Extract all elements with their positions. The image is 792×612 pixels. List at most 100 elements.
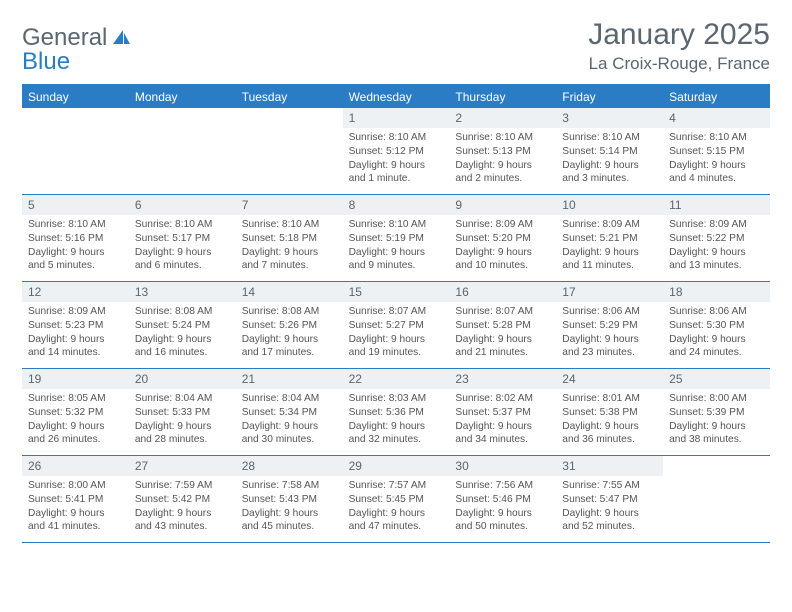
calendar-cell: 20Sunrise: 8:04 AMSunset: 5:33 PMDayligh… xyxy=(129,369,236,455)
calendar-cell: 5Sunrise: 8:10 AMSunset: 5:16 PMDaylight… xyxy=(22,195,129,281)
day-number: 19 xyxy=(22,369,129,389)
sunset-text: Sunset: 5:23 PM xyxy=(28,319,123,333)
calendar-cell xyxy=(22,108,129,194)
calendar-cell: 13Sunrise: 8:08 AMSunset: 5:24 PMDayligh… xyxy=(129,282,236,368)
sunset-text: Sunset: 5:41 PM xyxy=(28,493,123,507)
calendar-cell: 17Sunrise: 8:06 AMSunset: 5:29 PMDayligh… xyxy=(556,282,663,368)
week-row: 26 Sunrise: 8:00 AMSunset: 5:41 PMDayligh… xyxy=(22,456,770,543)
daylight-text: Daylight: 9 hours and 11 minutes. xyxy=(562,246,657,274)
sunset-text: Sunset: 5:29 PM xyxy=(562,319,657,333)
daylight-text: Daylight: 9 hours and 30 minutes. xyxy=(242,420,337,448)
sunset-text: Sunset: 5:19 PM xyxy=(349,232,444,246)
calendar-cell: 21Sunrise: 8:04 AMSunset: 5:34 PMDayligh… xyxy=(236,369,343,455)
daylight-text: Daylight: 9 hours and 9 minutes. xyxy=(349,246,444,274)
sunrise-text: Sunrise: 8:00 AM xyxy=(28,479,123,493)
day-number: 16 xyxy=(449,282,556,302)
daylight-text: Daylight: 9 hours and 3 minutes. xyxy=(562,159,657,187)
day-number: 1 xyxy=(343,108,450,128)
logo: General xyxy=(22,18,133,52)
daylight-text: Daylight: 9 hours and 41 minutes. xyxy=(28,507,123,535)
calendar-cell: 8Sunrise: 8:10 AMSunset: 5:19 PMDaylight… xyxy=(343,195,450,281)
sunset-text: Sunset: 5:30 PM xyxy=(669,319,764,333)
day-number: 10 xyxy=(556,195,663,215)
day-details: Sunrise: 8:10 AMSunset: 5:16 PMDaylight:… xyxy=(22,215,129,277)
day-details: Sunrise: 8:01 AMSunset: 5:38 PMDaylight:… xyxy=(556,389,663,451)
day-number: 22 xyxy=(343,369,450,389)
sunrise-text: Sunrise: 8:04 AM xyxy=(242,392,337,406)
day-number: 4 xyxy=(663,108,770,128)
day-number: 15 xyxy=(343,282,450,302)
week-row: 12Sunrise: 8:09 AMSunset: 5:23 PMDayligh… xyxy=(22,282,770,369)
calendar-cell: 11Sunrise: 8:09 AMSunset: 5:22 PMDayligh… xyxy=(663,195,770,281)
sunrise-text: Sunrise: 8:10 AM xyxy=(135,218,230,232)
daylight-text: Daylight: 9 hours and 4 minutes. xyxy=(669,159,764,187)
day-number: 20 xyxy=(129,369,236,389)
day-number: 26 xyxy=(22,456,129,476)
calendar-cell xyxy=(236,108,343,194)
sunset-text: Sunset: 5:22 PM xyxy=(669,232,764,246)
day-header-sat: Saturday xyxy=(663,86,770,108)
sunrise-text: Sunrise: 8:02 AM xyxy=(455,392,550,406)
daylight-text: Daylight: 9 hours and 21 minutes. xyxy=(455,333,550,361)
day-header-thu: Thursday xyxy=(449,86,556,108)
calendar-cell: 27Sunrise: 7:59 AMSunset: 5:42 PMDayligh… xyxy=(129,456,236,542)
sunset-text: Sunset: 5:36 PM xyxy=(349,406,444,420)
day-details: Sunrise: 8:06 AMSunset: 5:30 PMDaylight:… xyxy=(663,302,770,364)
day-details: Sunrise: 8:07 AMSunset: 5:28 PMDaylight:… xyxy=(449,302,556,364)
daylight-text: Daylight: 9 hours and 7 minutes. xyxy=(242,246,337,274)
calendar-cell: 25Sunrise: 8:00 AMSunset: 5:39 PMDayligh… xyxy=(663,369,770,455)
day-details: Sunrise: 8:10 AMSunset: 5:17 PMDaylight:… xyxy=(129,215,236,277)
sunset-text: Sunset: 5:45 PM xyxy=(349,493,444,507)
sunrise-text: Sunrise: 8:09 AM xyxy=(562,218,657,232)
calendar-cell: 23Sunrise: 8:02 AMSunset: 5:37 PMDayligh… xyxy=(449,369,556,455)
daylight-text: Daylight: 9 hours and 2 minutes. xyxy=(455,159,550,187)
daylight-text: Daylight: 9 hours and 34 minutes. xyxy=(455,420,550,448)
day-details: Sunrise: 8:10 AMSunset: 5:13 PMDaylight:… xyxy=(449,128,556,190)
logo-text-blue: Blue xyxy=(22,48,70,76)
daylight-text: Daylight: 9 hours and 38 minutes. xyxy=(669,420,764,448)
calendar-cell: 15Sunrise: 8:07 AMSunset: 5:27 PMDayligh… xyxy=(343,282,450,368)
day-number: 25 xyxy=(663,369,770,389)
daylight-text: Daylight: 9 hours and 36 minutes. xyxy=(562,420,657,448)
calendar-cell: 3Sunrise: 8:10 AMSunset: 5:14 PMDaylight… xyxy=(556,108,663,194)
day-number: 18 xyxy=(663,282,770,302)
sunrise-text: Sunrise: 8:06 AM xyxy=(669,305,764,319)
sunrise-text: Sunrise: 8:01 AM xyxy=(562,392,657,406)
sunset-text: Sunset: 5:20 PM xyxy=(455,232,550,246)
calendar-cell: 26 Sunrise: 8:00 AMSunset: 5:41 PMDayligh… xyxy=(22,456,129,542)
calendar-cell: 14Sunrise: 8:08 AMSunset: 5:26 PMDayligh… xyxy=(236,282,343,368)
sunset-text: Sunset: 5:34 PM xyxy=(242,406,337,420)
sunrise-text: Sunrise: 8:10 AM xyxy=(455,131,550,145)
day-number xyxy=(663,456,770,476)
sunset-text: Sunset: 5:21 PM xyxy=(562,232,657,246)
day-number: 12 xyxy=(22,282,129,302)
sunrise-text: Sunrise: 7:56 AM xyxy=(455,479,550,493)
calendar-cell: 28Sunrise: 7:58 AMSunset: 5:43 PMDayligh… xyxy=(236,456,343,542)
day-number xyxy=(129,108,236,128)
day-number: 2 xyxy=(449,108,556,128)
day-number: 29 xyxy=(343,456,450,476)
day-details: Sunrise: 7:59 AMSunset: 5:42 PMDaylight:… xyxy=(129,476,236,538)
sunrise-text: Sunrise: 8:07 AM xyxy=(349,305,444,319)
sunset-text: Sunset: 5:14 PM xyxy=(562,145,657,159)
day-number xyxy=(22,108,129,128)
sunset-text: Sunset: 5:16 PM xyxy=(28,232,123,246)
sunset-text: Sunset: 5:46 PM xyxy=(455,493,550,507)
calendar-cell: 18Sunrise: 8:06 AMSunset: 5:30 PMDayligh… xyxy=(663,282,770,368)
sunset-text: Sunset: 5:15 PM xyxy=(669,145,764,159)
daylight-text: Daylight: 9 hours and 24 minutes. xyxy=(669,333,764,361)
weeks-container: 1Sunrise: 8:10 AMSunset: 5:12 PMDaylight… xyxy=(22,108,770,543)
day-details: Sunrise: 8:03 AMSunset: 5:36 PMDaylight:… xyxy=(343,389,450,451)
sunrise-text: Sunrise: 8:10 AM xyxy=(349,218,444,232)
sunrise-text: Sunrise: 8:10 AM xyxy=(562,131,657,145)
week-row: 1Sunrise: 8:10 AMSunset: 5:12 PMDaylight… xyxy=(22,108,770,195)
day-details: Sunrise: 8:10 AMSunset: 5:12 PMDaylight:… xyxy=(343,128,450,190)
calendar-cell: 7Sunrise: 8:10 AMSunset: 5:18 PMDaylight… xyxy=(236,195,343,281)
day-details: Sunrise: 8:05 AMSunset: 5:32 PMDaylight:… xyxy=(22,389,129,451)
day-header-mon: Monday xyxy=(129,86,236,108)
day-details: Sunrise: 7:55 AMSunset: 5:47 PMDaylight:… xyxy=(556,476,663,538)
day-details: Sunrise: 8:10 AMSunset: 5:15 PMDaylight:… xyxy=(663,128,770,190)
sunrise-text: Sunrise: 8:10 AM xyxy=(28,218,123,232)
day-number: 30 xyxy=(449,456,556,476)
daylight-text: Daylight: 9 hours and 5 minutes. xyxy=(28,246,123,274)
